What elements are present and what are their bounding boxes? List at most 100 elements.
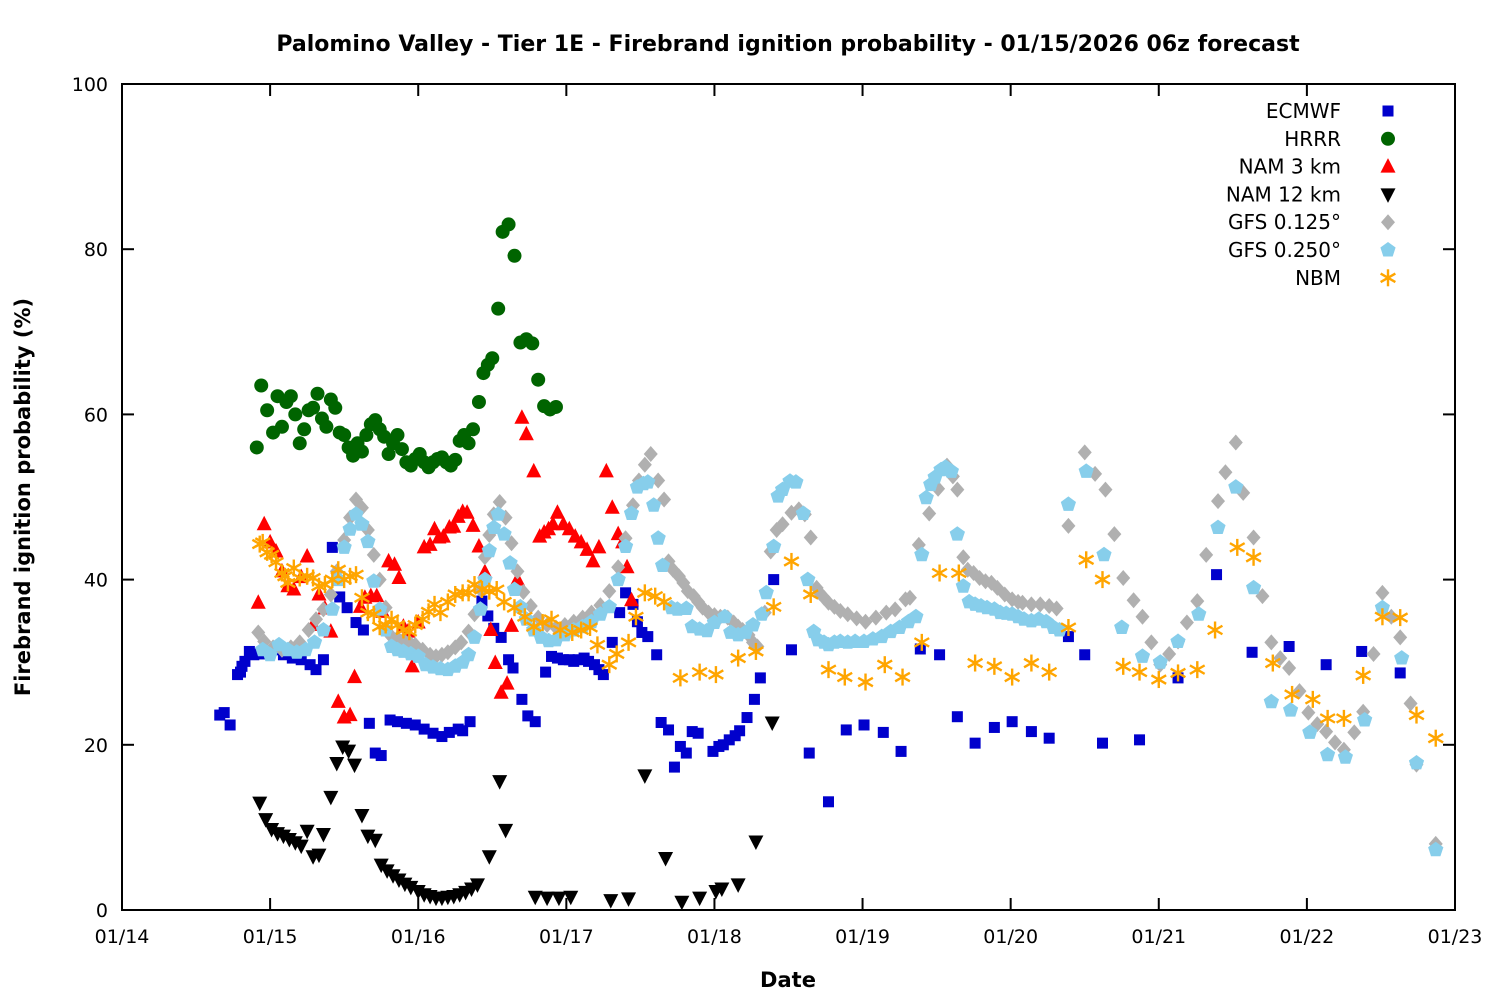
point-square	[1062, 631, 1074, 643]
point-triangle-up	[299, 547, 315, 563]
point-diamond	[1403, 695, 1418, 712]
data-points	[214, 217, 1444, 911]
point-triangle-up	[591, 538, 607, 554]
asterisk-arm	[765, 601, 782, 613]
point-triangle-up	[387, 556, 403, 571]
point-triangle-up	[391, 569, 407, 584]
point-triangle-up	[561, 520, 577, 536]
asterisk-arm	[1023, 657, 1040, 669]
asterisk-arm	[707, 669, 724, 680]
point-asterisk	[836, 668, 853, 686]
point-triangle-up	[604, 499, 620, 514]
point-pentagon	[1096, 546, 1112, 562]
point-diamond	[1218, 464, 1233, 481]
point-diamond	[1135, 608, 1150, 625]
point-triangle-down	[347, 758, 363, 774]
point-pentagon	[758, 584, 774, 600]
x-tick-label: 01/16	[391, 926, 446, 948]
point-pentagon	[1428, 841, 1444, 857]
point-diamond	[1211, 493, 1226, 510]
asterisk-arm	[601, 659, 618, 670]
point-asterisk	[1427, 729, 1444, 747]
point-pentagon	[1191, 606, 1207, 621]
point-circle	[249, 440, 264, 455]
point-square	[741, 712, 753, 724]
point-circle	[297, 422, 312, 437]
point-asterisk	[279, 574, 296, 592]
point-diamond	[950, 481, 965, 498]
point-square	[522, 710, 534, 722]
point-pentagon	[496, 526, 512, 541]
axis-ticks	[121, 83, 1456, 911]
point-circle	[310, 386, 325, 401]
asterisk-arm	[516, 611, 533, 623]
point-diamond	[1319, 723, 1334, 740]
asterisk-arm	[950, 567, 967, 579]
point-circle	[507, 248, 522, 263]
point-pentagon	[678, 600, 694, 615]
point-pentagon	[1246, 579, 1262, 595]
point-triangle-up	[549, 504, 565, 519]
point-triangle-up	[514, 409, 530, 424]
point-asterisk	[1170, 664, 1186, 682]
point-diamond	[902, 589, 917, 606]
point-circle	[283, 389, 298, 404]
point-asterisk	[1060, 619, 1077, 637]
point-diamond	[803, 529, 818, 546]
series-gfs-0-250-	[255, 459, 1444, 857]
asterisk-arm	[730, 652, 747, 664]
point-diamond	[1162, 645, 1177, 662]
asterisk-arm	[691, 666, 708, 678]
asterisk-arm	[305, 572, 322, 584]
point-square	[642, 631, 654, 643]
point-asterisk	[573, 621, 590, 639]
series-hrrr	[249, 217, 563, 475]
point-square	[583, 655, 595, 667]
asterisk-arm	[931, 567, 948, 579]
point-triangle-down	[385, 869, 401, 884]
point-pentagon	[315, 622, 331, 637]
point-square	[326, 541, 338, 553]
legend-label: HRRR	[1284, 127, 1341, 151]
asterisk-arm	[268, 556, 284, 568]
point-pentagon	[717, 608, 733, 624]
point-pentagon	[800, 571, 816, 587]
point-square	[341, 602, 353, 614]
point-square	[503, 654, 515, 666]
point-asterisk	[1004, 668, 1021, 686]
point-diamond	[1246, 529, 1261, 546]
point-square	[384, 714, 396, 726]
point-pentagon	[943, 463, 959, 478]
asterisk-arm	[1355, 670, 1372, 681]
asterisk-arm	[876, 659, 893, 670]
point-pentagon	[949, 526, 965, 541]
point-asterisk	[857, 673, 874, 691]
point-triangle-down	[323, 790, 339, 806]
asterisk-arm	[1131, 666, 1148, 678]
point-pentagon	[754, 606, 770, 621]
point-square	[304, 659, 316, 671]
point-asterisk	[496, 593, 513, 611]
point-triangle-down	[692, 891, 708, 907]
asterisk-arm	[636, 587, 653, 599]
point-triangle-down	[527, 890, 543, 906]
point-circle	[359, 428, 374, 443]
point-asterisk	[1319, 709, 1336, 727]
x-tick-label: 01/21	[1131, 926, 1186, 948]
point-triangle-up	[504, 617, 520, 632]
legend-label: NAM 12 km	[1226, 182, 1341, 206]
point-circle	[548, 399, 563, 414]
point-triangle-up	[286, 581, 302, 596]
point-triangle-down	[367, 833, 383, 849]
point-square	[1006, 716, 1018, 728]
point-asterisk	[707, 666, 724, 684]
point-square	[1079, 649, 1091, 661]
legend-item-nam-3-km: NAM 3 km	[1239, 155, 1396, 179]
point-asterisk	[967, 654, 984, 672]
series-nbm	[251, 533, 1444, 747]
point-asterisk	[516, 608, 533, 626]
series-nam-12-km	[252, 716, 780, 911]
point-triangle-down	[329, 756, 345, 772]
